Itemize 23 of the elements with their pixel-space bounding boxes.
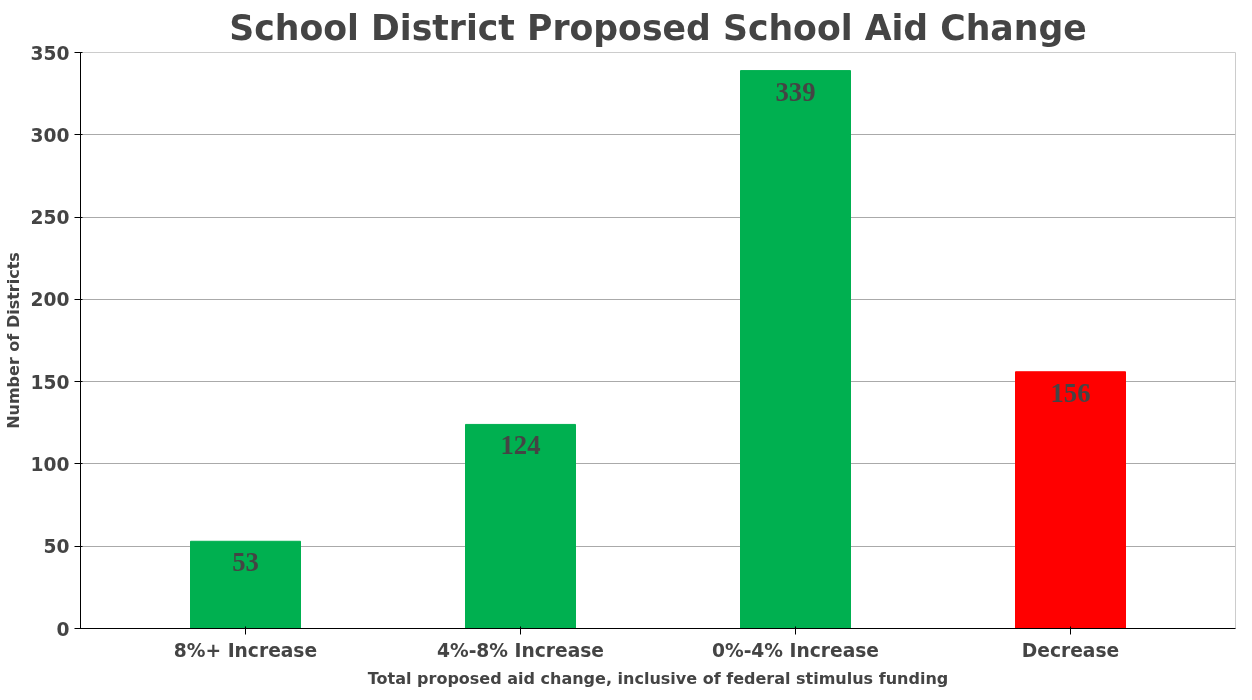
y-tick-label: 200: [30, 289, 70, 311]
x-tick-label: 4%-8% Increase: [436, 639, 605, 661]
bar: [190, 540, 301, 629]
y-tick-label: 150: [30, 371, 70, 393]
y-tick-label: 100: [30, 453, 70, 475]
y-axis-title: Number of Districts: [3, 252, 23, 429]
y-tick-label: 50: [43, 536, 70, 558]
x-axis-title: Total proposed aid change, inclusive of federal stimulus funding: [367, 668, 949, 688]
y-tick-label: 0: [56, 618, 70, 640]
data-label: 53: [232, 547, 259, 578]
bar: [740, 70, 851, 629]
bar: [465, 423, 576, 629]
y-tick-label: 250: [30, 207, 70, 229]
data-label: 124: [500, 430, 541, 461]
y-tick-label: 300: [30, 124, 70, 146]
bar: [1015, 371, 1126, 629]
y-tick-label: 350: [30, 42, 70, 64]
data-label: 339: [775, 76, 816, 107]
x-tick-label: 0%-4% Increase: [711, 639, 880, 661]
x-tick-label: 8%+ Increase: [173, 639, 318, 661]
data-label: 156: [1050, 377, 1091, 408]
chart-title: School District Proposed School Aid Change: [229, 7, 1087, 48]
x-tick-label: Decrease: [1021, 639, 1120, 661]
